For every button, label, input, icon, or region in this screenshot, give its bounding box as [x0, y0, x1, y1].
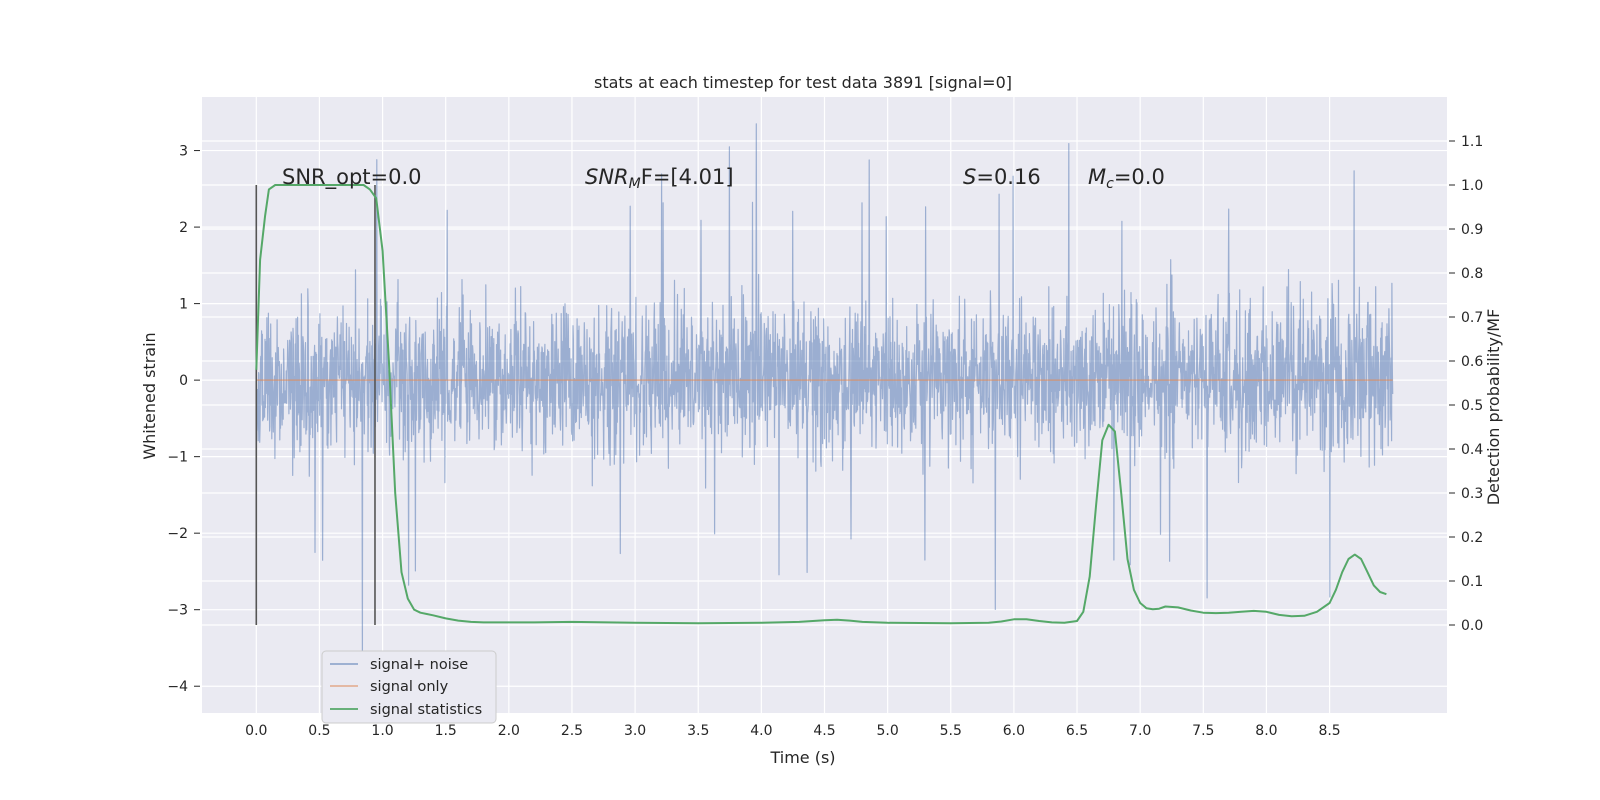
- annotation-mc: Mc=0.0: [1088, 165, 1165, 192]
- legend-label-signal-noise: signal+ noise: [370, 657, 468, 673]
- annotation-snr-mf: SNRMF=[4.01]: [585, 165, 734, 192]
- x-tick-label: 6.5: [1066, 723, 1088, 739]
- y-tick-label-left: −1: [167, 450, 188, 466]
- annotation-s-value: =0.16: [976, 165, 1040, 189]
- y-tick-label-left: −3: [167, 603, 188, 619]
- y-tick-label-right: 0.7: [1461, 310, 1483, 326]
- x-tick-label: 3.0: [624, 723, 646, 739]
- signal-statistics-series: [255, 184, 1387, 625]
- signal-noise-series: [255, 123, 1394, 661]
- x-tick-label: 0.5: [308, 723, 330, 739]
- y-tick-label-right: 0.9: [1461, 222, 1483, 238]
- x-tick-label: 5.5: [940, 723, 962, 739]
- window-lines: [255, 185, 376, 625]
- y-tick-label-right: 0.4: [1461, 442, 1483, 458]
- y-tick-label-right: 1.0: [1461, 178, 1483, 194]
- legend-box: [321, 650, 497, 724]
- x-tick-label: 1.5: [435, 723, 457, 739]
- annotation-snr-mf-sub: M: [629, 176, 641, 192]
- y-tick-label-right: 1.1: [1461, 134, 1483, 150]
- x-tick-label: 6.0: [1003, 723, 1025, 739]
- annotation-mc-prefix: M: [1088, 165, 1106, 189]
- annotation-s-prefix: S: [963, 165, 976, 189]
- x-tick-label: 8.5: [1318, 723, 1340, 739]
- x-tick-label: 3.5: [687, 723, 709, 739]
- y-tick-label-left: −2: [167, 526, 188, 542]
- x-tick-label: 4.5: [813, 723, 835, 739]
- tick-labels: 0.0 0.5 1.0 1.5 2.0 2.5 3.0 3.5 4.0 4.5 5.0 5.5 6.0 6…: [167, 134, 1483, 739]
- y-tick-label-right: 0.1: [1461, 574, 1483, 590]
- annotation-snr-mf-suffix: F=[4.01]: [641, 165, 734, 189]
- x-axis-label: Time (s): [769, 748, 835, 767]
- x-tick-label: 7.0: [1129, 723, 1151, 739]
- x-tick-label: 7.5: [1192, 723, 1214, 739]
- x-tick-label: 1.0: [371, 723, 393, 739]
- signal-statistics-line: [255, 184, 1387, 625]
- annotation-mc-value: =0.0: [1114, 165, 1165, 189]
- y-tick-label-right: 0.5: [1461, 398, 1483, 414]
- y-axis-label-left: Whitened strain: [140, 332, 159, 459]
- annotation-snr-opt: SNR_opt=0.0: [282, 165, 422, 190]
- y-tick-label-right: 0.0: [1461, 618, 1483, 634]
- chart-title: stats at each timestep for test data 389…: [594, 73, 1012, 92]
- legend: signal+ noise signal only signal statist…: [321, 650, 497, 724]
- y-axis-label-right: Detection probability/MF: [1484, 309, 1503, 506]
- annotation-s: S=0.16: [963, 165, 1041, 189]
- annotation-mc-sub: c: [1106, 176, 1114, 192]
- legend-label-signal-only: signal only: [370, 679, 449, 695]
- x-tick-label: 8.0: [1255, 723, 1277, 739]
- signal-noise-line: [255, 123, 1394, 661]
- x-tick-label: 0.0: [245, 723, 267, 739]
- annotations: SNR_opt=0.0 SNRMF=[4.01] S=0.16 Mc=0.0: [282, 165, 1165, 192]
- x-tick-label: 4.0: [750, 723, 772, 739]
- x-tick-label: 2.0: [498, 723, 520, 739]
- legend-label-signal-statistics: signal statistics: [370, 702, 482, 718]
- y-tick-label-left: 3: [179, 144, 188, 160]
- x-tick-label: 2.5: [561, 723, 583, 739]
- y-tick-label-right: 0.8: [1461, 266, 1483, 282]
- y-tick-label-right: 0.2: [1461, 530, 1483, 546]
- y-tick-label-left: −4: [167, 679, 188, 695]
- y-tick-label-right: 0.3: [1461, 486, 1483, 502]
- y-tick-label-left: 2: [179, 220, 188, 236]
- y-tick-label-left: 0: [179, 373, 188, 389]
- y-tick-label-right: 0.6: [1461, 354, 1483, 370]
- annotation-snr-mf-prefix: SNR: [585, 165, 629, 189]
- x-tick-label: 5.0: [877, 723, 899, 739]
- y-tick-label-left: 1: [179, 297, 188, 313]
